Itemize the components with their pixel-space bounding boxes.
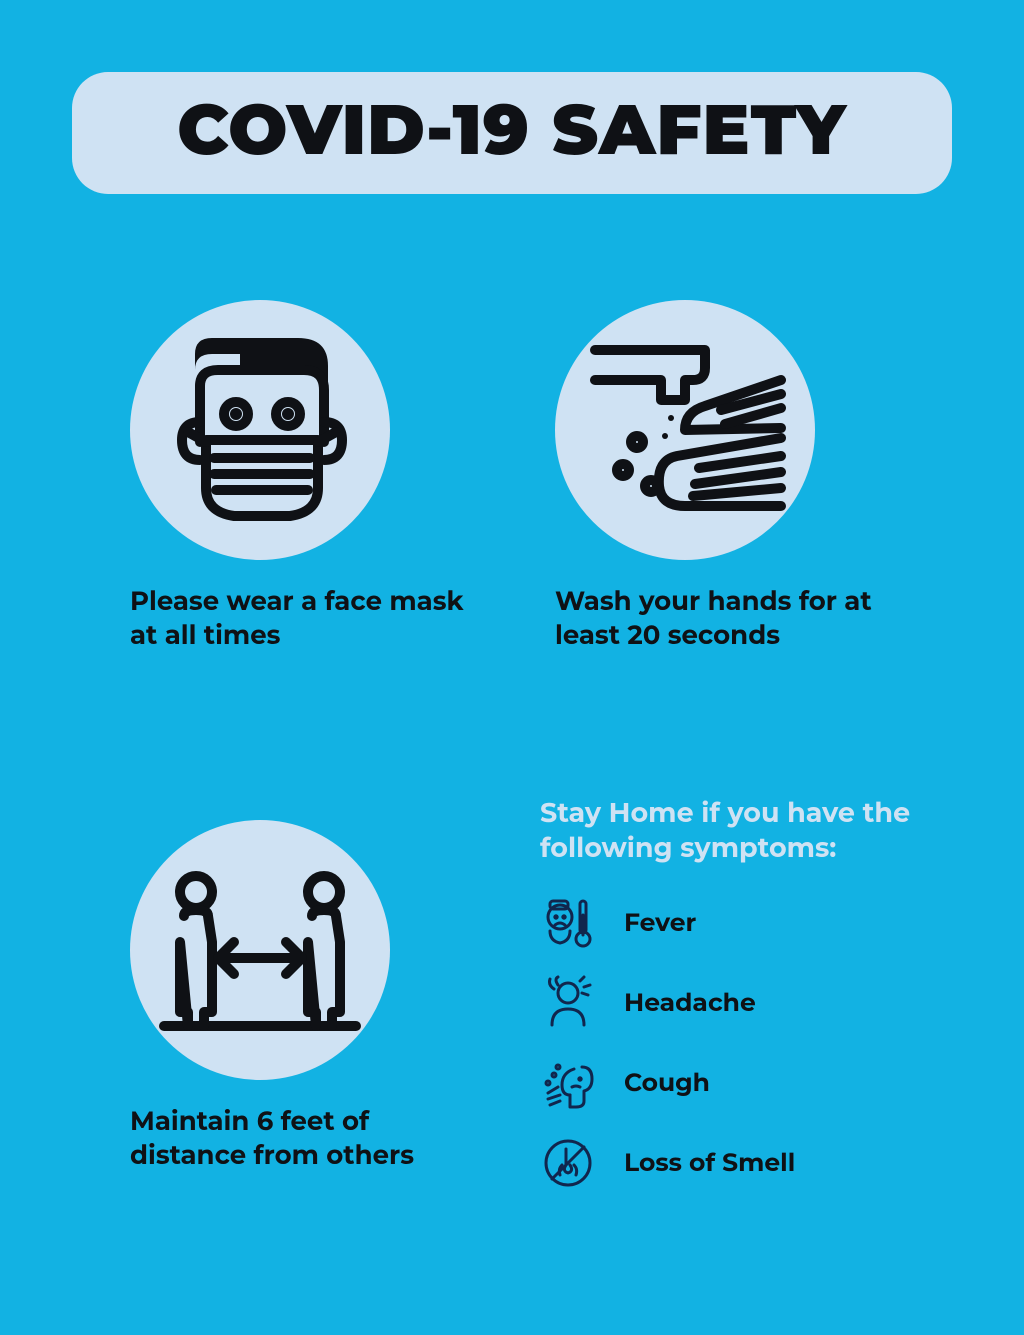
smell-icon <box>540 1135 596 1191</box>
content-grid: Please wear a face mask at all times <box>0 0 1024 1335</box>
circle-distance <box>130 820 390 1080</box>
symptom-label: Cough <box>624 1068 710 1098</box>
stay-home-block: Stay Home if you have the following symp… <box>540 795 920 1215</box>
caption-distance: Maintain 6 feet of distance from others <box>130 1104 490 1173</box>
mask-icon <box>140 310 380 550</box>
headache-icon <box>540 975 596 1031</box>
stay-home-title: Stay Home if you have the following symp… <box>540 795 920 865</box>
symptom-label: Headache <box>624 988 756 1018</box>
cough-icon <box>540 1055 596 1111</box>
caption-wash: Wash your hands for at least 20 seconds <box>555 584 915 653</box>
tile-wash: Wash your hands for at least 20 seconds <box>555 300 915 653</box>
caption-mask: Please wear a face mask at all times <box>130 584 490 653</box>
symptom-row: Loss of Smell <box>540 1135 920 1191</box>
wash-hands-icon <box>565 310 805 550</box>
tile-distance: Maintain 6 feet of distance from others <box>130 820 490 1173</box>
circle-mask <box>130 300 390 560</box>
poster: COVID-19 SAFETY <box>0 0 1024 1335</box>
symptom-row: Cough <box>540 1055 920 1111</box>
distance-icon <box>140 830 380 1070</box>
fever-icon <box>540 895 596 951</box>
symptom-label: Loss of Smell <box>624 1148 795 1178</box>
symptom-label: Fever <box>624 908 696 938</box>
symptom-row: Headache <box>540 975 920 1031</box>
symptom-row: Fever <box>540 895 920 951</box>
circle-wash <box>555 300 815 560</box>
tile-mask: Please wear a face mask at all times <box>130 300 490 653</box>
